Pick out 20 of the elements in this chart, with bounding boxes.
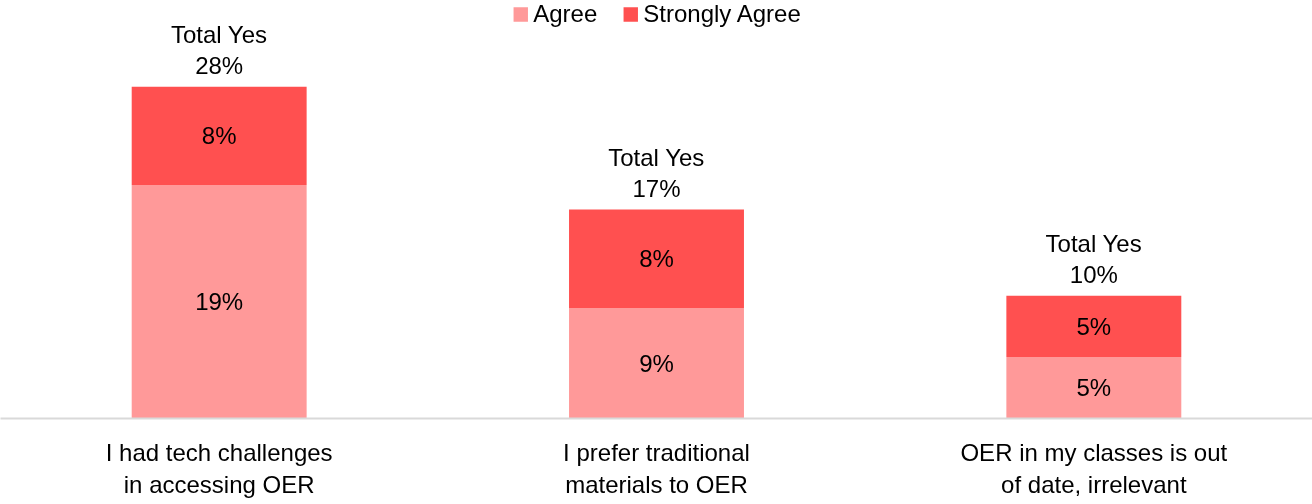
legend-label: Strongly Agree [643, 0, 801, 28]
total-label: Total Yes 17% [608, 143, 705, 202]
bar [131, 86, 307, 186]
legend-label: Agree [533, 0, 598, 28]
data-label: 8% [639, 245, 674, 273]
bar [1006, 357, 1182, 419]
data-label: 5% [1076, 312, 1112, 340]
x-tick-label: I had tech challenges in accessing OER [105, 438, 333, 498]
data-label: 8% [201, 122, 237, 150]
bar [569, 307, 744, 419]
x-tick-label: OER in my classes is out of date, irrelevant [960, 438, 1228, 498]
bar [1006, 295, 1182, 358]
total-label: Total Yes 28% [170, 20, 267, 79]
x-tick-label: I prefer traditional materials to OER [563, 438, 750, 498]
data-label: 9% [639, 349, 674, 377]
data-label: 5% [1076, 374, 1112, 402]
data-label: 19% [195, 288, 244, 316]
bar [569, 209, 744, 308]
bar [131, 185, 307, 419]
total-label: Total Yes 10% [1045, 229, 1142, 288]
